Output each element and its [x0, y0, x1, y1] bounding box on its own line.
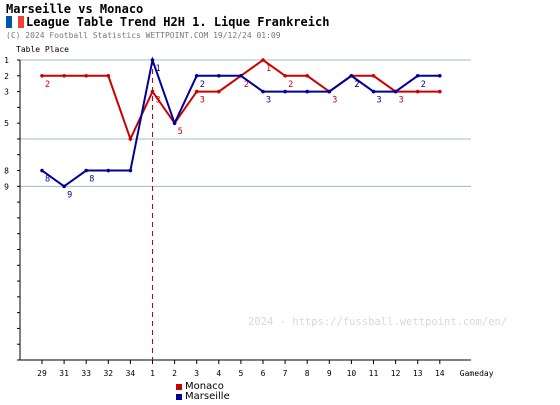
data-label: 3 — [266, 96, 271, 106]
copyright-note: (C) 2024 Football Statistics WETTPOINT.C… — [6, 31, 281, 40]
series-marseille: 8 9 8 1 2 3 2 3 2 — [40, 56, 442, 200]
data-label: 3 — [200, 96, 205, 106]
y-tick-label: 1 — [4, 56, 9, 65]
data-point — [194, 89, 199, 94]
x-tick-label: 31 — [59, 369, 69, 378]
y-tick-label: 9 — [4, 182, 9, 191]
x-tick-label: 1 — [150, 369, 155, 378]
data-point — [172, 121, 177, 125]
x-tick-label: 33 — [81, 369, 91, 378]
data-point — [371, 89, 376, 94]
data-point — [349, 73, 354, 78]
y-tick-label: 2 — [4, 72, 9, 81]
watermark: 2024 - https://fussball.wettpoint.com/en… — [248, 316, 507, 328]
subtitle-text: League Table Trend H2H 1. Lique Frankrei… — [26, 15, 330, 29]
data-point — [62, 73, 66, 78]
x-tick-label: 12 — [391, 369, 401, 378]
x-tick-label: 32 — [103, 369, 113, 378]
data-point — [438, 89, 442, 94]
x-tick-label: 14 — [435, 369, 445, 378]
data-label: 2 — [244, 80, 249, 90]
x-tick-label: 13 — [413, 369, 423, 378]
data-point — [62, 184, 66, 189]
data-point — [217, 89, 221, 94]
data-point — [40, 73, 44, 78]
data-label: 8 — [45, 175, 50, 185]
x-tick-label: 5 — [238, 369, 243, 378]
y-axis-title: Table Place — [16, 45, 69, 54]
data-point — [128, 168, 133, 173]
france-flag-icon — [6, 16, 24, 28]
data-label: 5 — [178, 127, 183, 137]
x-tick-label: 34 — [126, 369, 136, 378]
data-point — [150, 58, 155, 62]
x-tick-label: 7 — [283, 369, 288, 378]
data-point — [305, 89, 310, 94]
x-tick-label: 9 — [327, 369, 332, 378]
data-point — [393, 89, 398, 94]
data-point — [415, 89, 420, 94]
x-tick-label: 8 — [305, 369, 310, 378]
y-tick-label: 3 — [4, 88, 9, 97]
data-point — [194, 73, 199, 78]
data-label: 2 — [200, 80, 205, 90]
data-label: 2 — [354, 80, 359, 90]
data-point — [128, 137, 133, 141]
chart-title: Marseille vs Monaco — [6, 2, 144, 16]
legend-swatch-monaco — [176, 383, 182, 390]
x-tick-label: 3 — [194, 369, 199, 378]
chart-grid — [20, 59, 471, 187]
data-point — [283, 73, 287, 78]
data-label: 3 — [156, 96, 161, 106]
data-point — [305, 73, 310, 78]
x-tick-label: 10 — [347, 369, 357, 378]
data-point — [150, 89, 155, 94]
series-layer: 2 3 5 3 2 1 2 3 2 38 9 8 1 2 3 2 3 2 — [40, 56, 442, 200]
x-tick-label: 2 — [172, 369, 177, 378]
data-label: 8 — [89, 175, 94, 185]
data-label: 2 — [354, 80, 359, 90]
data-point — [40, 168, 44, 173]
chart-subtitle: League Table Trend H2H 1. Lique Frankrei… — [6, 15, 329, 29]
watermark-text: 2024 - https://fussball.wettpoint.com/en… — [248, 316, 507, 328]
data-point — [261, 58, 265, 62]
data-point — [415, 73, 420, 78]
data-point — [106, 73, 111, 78]
data-label: 2 — [288, 80, 293, 90]
x-tick-label: 4 — [216, 369, 221, 378]
legend-marseille: Marseille — [176, 391, 230, 402]
data-point — [371, 73, 376, 78]
data-point — [327, 89, 332, 94]
legend-label-monaco: Monaco — [185, 381, 224, 392]
series-line — [41, 56, 440, 188]
legend-label-marseille: Marseille — [185, 391, 230, 402]
data-point — [239, 73, 243, 78]
data-point — [261, 89, 265, 94]
data-label: 3 — [332, 96, 337, 106]
data-label: 1 — [266, 64, 271, 74]
data-point — [84, 73, 88, 78]
data-label: 2 — [421, 80, 426, 90]
x-tick-label: 11 — [369, 369, 379, 378]
y-tick-label: 8 — [4, 167, 9, 176]
legend-monaco: Monaco — [176, 381, 224, 392]
x-axis-ticks: 29 31 33 32 34 1 2 3 4 5 6 7 8 9 10 11 12 13 14 Gameday — [37, 360, 494, 378]
data-point — [106, 168, 111, 173]
data-label: 2 — [45, 80, 50, 90]
data-label: 1 — [156, 64, 161, 74]
data-point — [217, 73, 221, 78]
data-point — [84, 168, 88, 173]
y-tick-label: 5 — [4, 119, 9, 128]
x-tick-label: 6 — [261, 369, 266, 378]
data-point — [283, 89, 287, 94]
x-tick-label: 29 — [37, 369, 47, 378]
y-axis-ticks: 1 2 3 5 8 9 — [4, 56, 20, 361]
legend-swatch-marseille — [176, 393, 182, 400]
data-label: 3 — [399, 96, 404, 106]
data-point — [438, 73, 442, 78]
data-label: 3 — [377, 96, 382, 106]
data-label: 9 — [67, 190, 72, 200]
x-axis-title: Gameday — [460, 369, 494, 378]
